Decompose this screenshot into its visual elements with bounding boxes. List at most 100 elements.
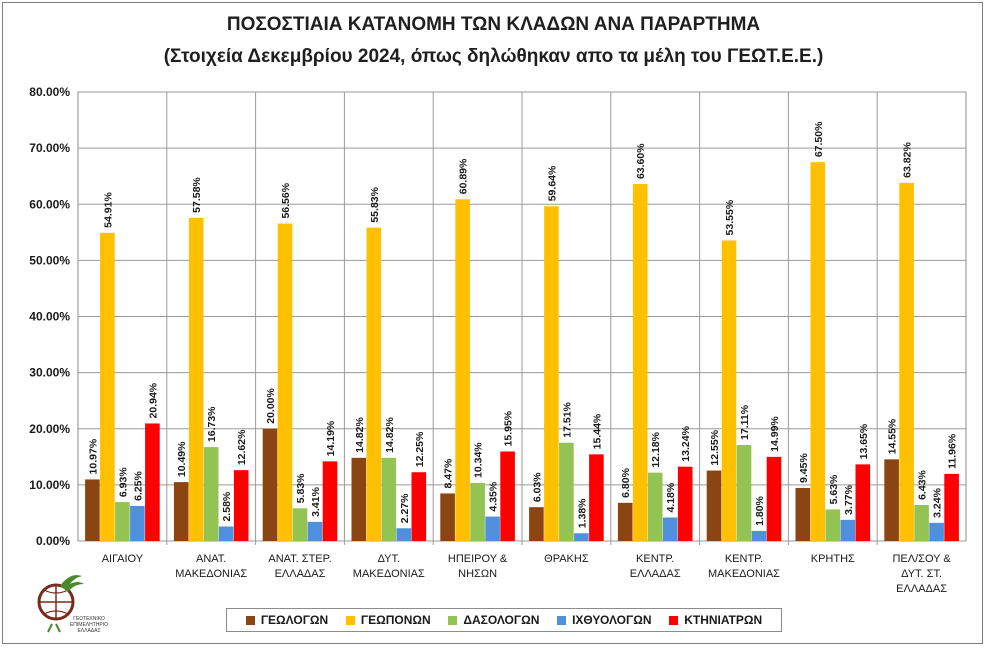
bar — [677, 466, 693, 541]
bar — [411, 472, 427, 541]
data-label: 13.24% — [680, 425, 692, 461]
bar — [85, 479, 100, 541]
bar — [736, 444, 752, 541]
bar — [795, 487, 811, 541]
x-tick-label: ΗΠΕΙΡΟΥ & — [448, 553, 508, 565]
bar — [115, 502, 130, 541]
x-tick-label: ΜΑΚΕΔΟΝΙΑΣ — [353, 568, 425, 580]
bar — [100, 232, 115, 541]
bar — [855, 464, 871, 541]
bar — [944, 473, 959, 541]
legend-label: ΓΕΩΠΟΝΩΝ — [360, 613, 431, 627]
bar — [130, 505, 145, 541]
x-tick-label: ΜΑΚΕΔΟΝΙΑΣ — [175, 568, 247, 580]
data-label: 13.65% — [858, 423, 870, 459]
bar — [574, 533, 589, 541]
data-label: 4.18% — [665, 482, 677, 512]
data-label: 14.82% — [384, 417, 396, 453]
geotee-logo-icon — [37, 575, 84, 633]
x-tick-label: ΕΛΛΑΔΑΣ — [896, 583, 947, 595]
y-tick-label: 40.00% — [29, 310, 70, 324]
legend-label: ΚΤΗΝΙΑΤΡΩΝ — [684, 613, 763, 627]
bar — [145, 423, 160, 541]
data-label: 56.56% — [280, 182, 292, 218]
x-tick-label: ΚΕΝΤΡ. — [725, 553, 763, 565]
data-label: 9.45% — [798, 453, 810, 483]
legend-label: ΙΧΘΥΟΛΟΓΩΝ — [572, 613, 652, 627]
x-tick-label: ΑΙΓΑΙΟΥ — [102, 553, 144, 565]
legend-swatch — [669, 615, 679, 625]
data-label: 1.80% — [754, 495, 766, 525]
x-tick-label: ΑΝΑΤ. — [196, 553, 226, 565]
y-tick-label: 70.00% — [29, 141, 70, 155]
x-tick-label: ΠΕΛ/ΣΟΥ & — [892, 553, 951, 565]
data-label: 5.83% — [295, 473, 307, 503]
data-label: 3.24% — [932, 487, 944, 517]
data-label: 57.58% — [191, 177, 203, 213]
data-label: 2.58% — [221, 491, 233, 521]
y-tick-label: 20.00% — [29, 422, 70, 436]
data-label: 5.63% — [828, 474, 840, 504]
bar — [914, 504, 929, 541]
data-label: 63.60% — [635, 143, 647, 179]
x-tick-label: ΔΥΤ. ΣΤ. — [901, 568, 942, 580]
data-label: 20.00% — [265, 387, 277, 423]
data-label: 8.47% — [443, 458, 455, 488]
bar — [662, 517, 678, 541]
data-label: 3.41% — [310, 486, 322, 516]
chart-legend: ΓΕΩΛΟΓΩΝ ΓΕΩΠΟΝΩΝ ΔΑΣΟΛΟΓΩΝ ΙΧΘΥΟΛΟΓΩΝ ΚΤΗΝΙ… — [226, 608, 782, 632]
legend-swatch — [345, 615, 355, 625]
y-tick-label: 80.00% — [29, 85, 70, 99]
data-label: 4.35% — [488, 481, 500, 511]
data-label: 12.25% — [414, 431, 426, 467]
bar — [218, 526, 234, 541]
bar — [485, 516, 500, 541]
data-label: 14.82% — [354, 417, 366, 453]
legend-swatch — [448, 615, 458, 625]
chart-title: ΠΟΣΟΣΤΙΑΙΑ ΚΑΤΑΝΟΜΗ ΤΩΝ ΚΛΑΔΩΝ ΑΝΑ ΠΑΡΑΡ… — [226, 14, 761, 35]
bar — [884, 459, 899, 541]
bar — [292, 508, 308, 541]
bar — [233, 470, 249, 541]
legend-entry: ΙΧΘΥΟΛΟΓΩΝ — [557, 613, 652, 627]
bar — [440, 493, 455, 541]
bar — [529, 507, 544, 541]
data-label: 10.97% — [87, 438, 99, 474]
data-label: 20.94% — [147, 382, 159, 418]
legend-entry: ΚΤΗΝΙΑΤΡΩΝ — [669, 613, 762, 627]
data-label: 53.55% — [724, 199, 736, 235]
bar — [825, 509, 841, 541]
data-label: 10.49% — [176, 441, 188, 477]
x-tick-label: ΚΡΗΤΗΣ — [811, 553, 855, 565]
bar — [322, 461, 338, 541]
bar — [544, 206, 559, 541]
data-label: 6.43% — [917, 469, 929, 499]
bar — [366, 227, 382, 542]
legend-label: ΓΕΩΛΟΓΩΝ — [260, 613, 329, 627]
y-tick-label: 10.00% — [29, 478, 70, 492]
data-label: 17.51% — [561, 401, 573, 437]
data-label: 55.83% — [369, 186, 381, 222]
bar — [559, 442, 574, 541]
data-label: 63.82% — [902, 142, 914, 178]
data-label: 12.55% — [709, 429, 721, 465]
data-label: 15.44% — [591, 413, 603, 449]
data-label: 14.99% — [769, 416, 781, 452]
bar — [396, 528, 412, 541]
bar — [617, 502, 633, 541]
data-label: 1.38% — [576, 498, 588, 528]
y-tick-label: 50.00% — [29, 253, 70, 267]
x-tick-label: ΕΛΛΑΔΑΣ — [630, 568, 681, 580]
data-label: 59.64% — [546, 165, 558, 201]
data-label: 14.55% — [887, 418, 899, 454]
legend-entry: ΔΑΣΟΛΟΓΩΝ — [448, 613, 539, 627]
bar — [766, 456, 782, 541]
data-label: 17.11% — [739, 404, 751, 440]
bar — [840, 519, 856, 541]
x-tick-label: ΕΛΛΑΔΑΣ — [275, 568, 326, 580]
x-tick-label: ΑΝΑΤ. ΣΤΕΡ. — [268, 553, 331, 565]
data-label: 2.27% — [399, 493, 411, 523]
chart-subtitle: (Στοιχεία Δεκεμβρίου 2024, όπως δηλώθηκα… — [163, 46, 824, 67]
y-tick-label: 30.00% — [29, 366, 70, 380]
bar — [810, 162, 826, 541]
